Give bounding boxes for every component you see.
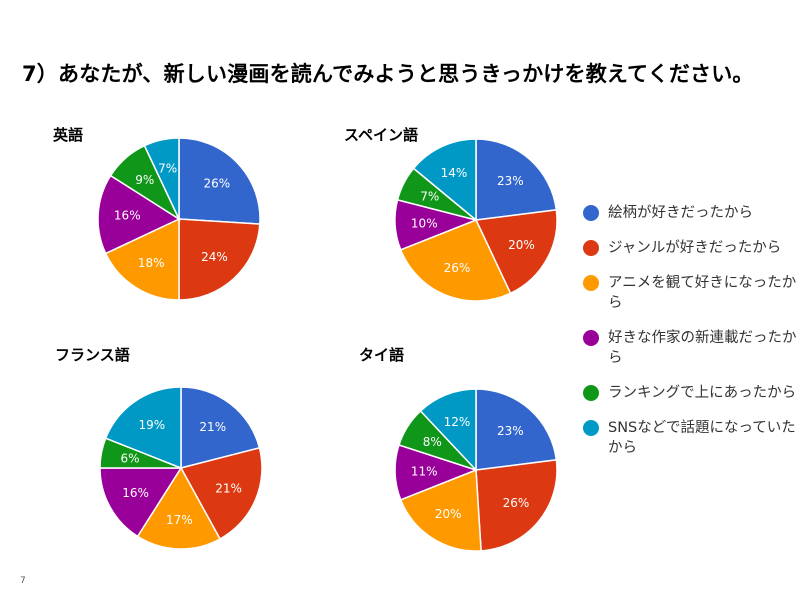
pie-slice	[475, 388, 558, 471]
slice-label: 26%	[444, 261, 471, 275]
pie-slice	[412, 138, 477, 222]
pie-slice	[136, 466, 222, 550]
legend-label: 絵柄が好きだったから	[608, 205, 753, 221]
slice-label: 7%	[420, 189, 439, 203]
chart-title-spanish: スペイン語	[344, 126, 418, 144]
chart-title-french: フランス語	[55, 346, 130, 364]
slice-label: 17%	[166, 513, 193, 527]
slice-label: 20%	[508, 238, 535, 252]
slice-label: 26%	[203, 177, 230, 191]
slice-label: 7%	[158, 161, 177, 175]
pie-slice	[104, 217, 180, 301]
slice-label: 12%	[444, 415, 471, 429]
pie-slice	[178, 218, 261, 301]
slice-label: 14%	[441, 166, 468, 180]
slice-label: 8%	[423, 435, 442, 449]
pie-slice	[99, 467, 183, 538]
pie-slice	[104, 386, 182, 470]
slice-label: 18%	[138, 256, 165, 270]
pie-slice	[180, 386, 261, 469]
legend-swatch	[583, 330, 599, 346]
slice-label: 26%	[503, 496, 530, 510]
slice-label: 16%	[122, 486, 149, 500]
legend-swatch	[583, 385, 599, 401]
legend-item: ジャンルが好きだったから	[583, 238, 798, 258]
legend-label: ジャンルが好きだったから	[608, 240, 782, 256]
page-number: 7	[20, 576, 26, 586]
legend-swatch	[583, 275, 599, 291]
pie-slice	[179, 446, 263, 540]
chart-legend: 絵柄が好きだったから ジャンルが好きだったから アニメを観て好きになったから 好…	[583, 203, 798, 458]
slice-label: 20%	[435, 507, 462, 521]
pie-slice	[97, 174, 181, 255]
legend-label: アニメを観て好きになったから	[608, 275, 797, 311]
legend-swatch	[583, 420, 599, 436]
pie-slice	[474, 209, 558, 295]
pie-slice	[399, 219, 512, 302]
pie-slice	[178, 137, 261, 225]
pie-slice	[475, 138, 558, 221]
pie-slice	[475, 459, 558, 552]
slice-label: 23%	[497, 174, 524, 188]
pie-slice	[143, 137, 180, 220]
legend-item: SNSなどで話題になっていたから	[583, 418, 798, 458]
legend-item: ランキングで上にあったから	[583, 383, 798, 403]
pie-slice	[419, 388, 477, 472]
chart-title-english: 英語	[53, 126, 84, 144]
legend-swatch	[583, 205, 599, 221]
slice-label: 21%	[215, 482, 242, 496]
legend-item: 好きな作家の新連載だったから	[583, 328, 798, 368]
slice-label: 23%	[497, 424, 524, 438]
slice-label: 16%	[114, 209, 141, 223]
page-title: 7）あなたが、新しい漫画を読んでみようと思うきっかけを教えてください。	[22, 62, 754, 86]
legend-item: 絵柄が好きだったから	[583, 203, 798, 223]
legend-swatch	[583, 240, 599, 256]
slice-label: 6%	[121, 451, 140, 465]
slice-label: 9%	[135, 173, 154, 187]
slice-label: 11%	[411, 465, 438, 479]
slice-label: 24%	[201, 250, 228, 264]
pie-slice	[399, 468, 482, 552]
chart-title-thai: タイ語	[359, 346, 405, 364]
legend-label: 好きな作家の新連載だったから	[608, 330, 797, 366]
legend-item: アニメを観て好きになったから	[583, 273, 798, 313]
slice-label: 10%	[411, 216, 438, 230]
legend-label: ランキングで上にあったから	[608, 385, 797, 401]
legend-label: SNSなどで話題になっていたから	[608, 420, 796, 456]
slice-label: 21%	[199, 420, 226, 434]
slice-label: 19%	[139, 418, 166, 432]
